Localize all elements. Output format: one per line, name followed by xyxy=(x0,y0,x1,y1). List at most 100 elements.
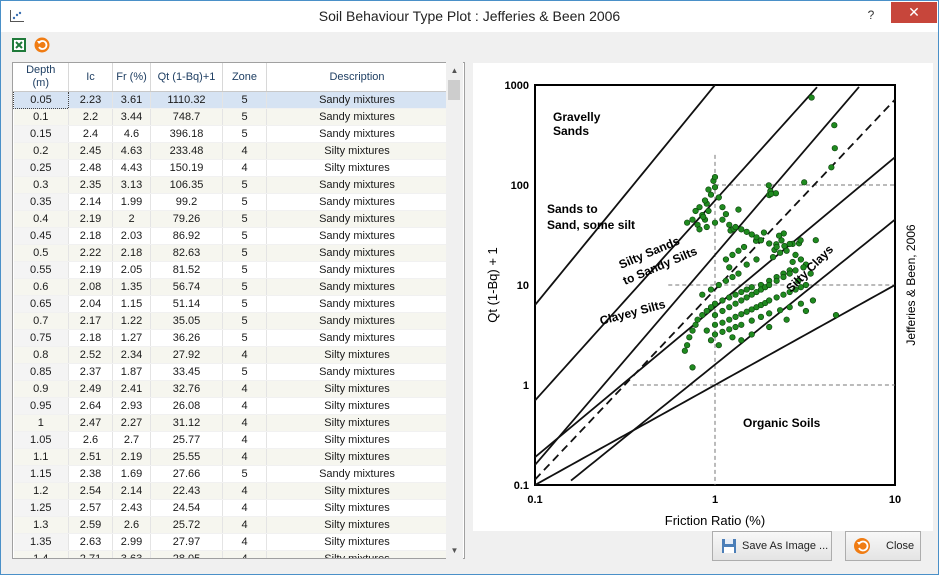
table-cell[interactable]: 2.04 xyxy=(68,295,113,313)
table-cell[interactable]: 5 xyxy=(222,176,267,194)
table-row[interactable]: 0.5 2.22 2.18 82.63 5 Sandy mixtures xyxy=(13,244,448,262)
table-cell[interactable]: 4 xyxy=(222,159,267,177)
table-cell[interactable]: 1 xyxy=(13,414,69,432)
table-cell[interactable]: 5 xyxy=(222,193,267,211)
table-cell[interactable]: Sandy mixtures xyxy=(266,176,448,194)
table-cell[interactable]: 1.22 xyxy=(112,312,151,330)
table-cell[interactable]: 0.35 xyxy=(13,193,69,211)
table-row[interactable]: 0.3 2.35 3.13 106.35 5 Sandy mixtures xyxy=(13,176,448,194)
table-cell[interactable]: 3.44 xyxy=(112,108,151,126)
table-cell[interactable]: 2.99 xyxy=(112,533,151,551)
table-cell[interactable]: 748.7 xyxy=(150,108,223,126)
table-cell[interactable]: 1.2 xyxy=(13,482,69,500)
table-cell[interactable]: 4.6 xyxy=(112,125,151,143)
table-cell[interactable]: Sandy mixtures xyxy=(266,244,448,262)
table-cell[interactable]: 5 xyxy=(222,261,267,279)
table-cell[interactable]: Sandy mixtures xyxy=(266,465,448,483)
table-cell[interactable]: 36.26 xyxy=(150,329,223,347)
data-grid[interactable]: Depth (m) Ic Fr (%) Qt (1-Bq)+1 Zone Descript… xyxy=(12,62,465,559)
table-cell[interactable]: 28.05 xyxy=(150,550,223,558)
table-cell[interactable]: 1.15 xyxy=(13,465,69,483)
table-cell[interactable]: 0.25 xyxy=(13,159,69,177)
table-cell[interactable]: Silty mixtures xyxy=(266,516,448,534)
table-cell[interactable]: 1.3 xyxy=(13,516,69,534)
table-cell[interactable]: Silty mixtures xyxy=(266,448,448,466)
table-cell[interactable]: 4 xyxy=(222,499,267,517)
table-cell[interactable]: 4 xyxy=(222,346,267,364)
table-cell[interactable]: Silty mixtures xyxy=(266,431,448,449)
column-header[interactable]: Zone xyxy=(222,63,267,92)
table-cell[interactable]: 3.61 xyxy=(112,91,151,109)
table-cell[interactable]: 31.12 xyxy=(150,414,223,432)
table-row[interactable]: 0.4 2.19 2 79.26 5 Sandy mixtures xyxy=(13,210,448,228)
table-cell[interactable]: Sandy mixtures xyxy=(266,210,448,228)
table-cell[interactable]: 1.4 xyxy=(13,550,69,558)
table-cell[interactable]: 2.45 xyxy=(68,142,113,160)
table-row[interactable]: 0.15 2.4 4.6 396.18 5 Sandy mixtures xyxy=(13,125,448,143)
scroll-up-icon[interactable]: ▲ xyxy=(450,66,459,75)
table-cell[interactable]: 2.19 xyxy=(112,448,151,466)
table-cell[interactable]: 0.95 xyxy=(13,397,69,415)
table-cell[interactable]: 5 xyxy=(222,329,267,347)
table-cell[interactable]: 4 xyxy=(222,550,267,558)
table-cell[interactable]: 0.3 xyxy=(13,176,69,194)
table-cell[interactable]: 4 xyxy=(222,533,267,551)
column-header[interactable]: Qt (1-Bq)+1 xyxy=(150,63,223,92)
table-cell[interactable]: 1.69 xyxy=(112,465,151,483)
table-cell[interactable]: Silty mixtures xyxy=(266,414,448,432)
table-cell[interactable]: Sandy mixtures xyxy=(266,261,448,279)
table-cell[interactable]: 2.71 xyxy=(68,550,113,558)
table-cell[interactable]: 2.6 xyxy=(112,516,151,534)
table-row[interactable]: 0.9 2.49 2.41 32.76 4 Silty mixtures xyxy=(13,380,448,398)
table-cell[interactable]: 0.2 xyxy=(13,142,69,160)
table-cell[interactable]: 5 xyxy=(222,91,267,109)
table-cell[interactable]: 1.35 xyxy=(13,533,69,551)
table-cell[interactable]: 35.05 xyxy=(150,312,223,330)
table-cell[interactable]: 2.19 xyxy=(68,210,113,228)
table-cell[interactable]: 2.22 xyxy=(68,244,113,262)
table-cell[interactable]: 2.17 xyxy=(68,312,113,330)
table-cell[interactable]: Sandy mixtures xyxy=(266,91,448,109)
table-cell[interactable]: 86.92 xyxy=(150,227,223,245)
table-cell[interactable]: Silty mixtures xyxy=(266,550,448,558)
vertical-scrollbar[interactable]: ▲ ▼ xyxy=(446,62,463,559)
table-cell[interactable]: 5 xyxy=(222,363,267,381)
table-cell[interactable]: 1110.32 xyxy=(150,91,223,109)
table-row[interactable]: 0.65 2.04 1.15 51.14 5 Sandy mixtures xyxy=(13,295,448,313)
table-cell[interactable]: 0.7 xyxy=(13,312,69,330)
table-cell[interactable]: 2.6 xyxy=(68,431,113,449)
table-cell[interactable]: 4 xyxy=(222,448,267,466)
table-cell[interactable]: 2.38 xyxy=(68,465,113,483)
table-cell[interactable]: 2.08 xyxy=(68,278,113,296)
table-cell[interactable]: 2 xyxy=(112,210,151,228)
column-header[interactable]: Fr (%) xyxy=(112,63,151,92)
table-cell[interactable]: 0.15 xyxy=(13,125,69,143)
table-row[interactable]: 0.1 2.2 3.44 748.7 5 Sandy mixtures xyxy=(13,108,448,126)
table-cell[interactable]: 2.54 xyxy=(68,482,113,500)
table-cell[interactable]: 233.48 xyxy=(150,142,223,160)
table-cell[interactable]: 0.8 xyxy=(13,346,69,364)
table-row[interactable]: 1.1 2.51 2.19 25.55 4 Silty mixtures xyxy=(13,448,448,466)
table-cell[interactable]: Sandy mixtures xyxy=(266,295,448,313)
table-cell[interactable]: 1.05 xyxy=(13,431,69,449)
table-cell[interactable]: 396.18 xyxy=(150,125,223,143)
table-cell[interactable]: Silty mixtures xyxy=(266,482,448,500)
table-cell[interactable]: 1.87 xyxy=(112,363,151,381)
table-cell[interactable]: Sandy mixtures xyxy=(266,108,448,126)
table-cell[interactable]: Silty mixtures xyxy=(266,380,448,398)
table-cell[interactable]: Sandy mixtures xyxy=(266,312,448,330)
table-cell[interactable]: 5 xyxy=(222,125,267,143)
table-cell[interactable]: 0.1 xyxy=(13,108,69,126)
table-cell[interactable]: 4 xyxy=(222,397,267,415)
table-row[interactable]: 0.95 2.64 2.93 26.08 4 Silty mixtures xyxy=(13,397,448,415)
table-cell[interactable]: 27.92 xyxy=(150,346,223,364)
table-cell[interactable]: 5 xyxy=(222,210,267,228)
table-row[interactable]: 0.2 2.45 4.63 233.48 4 Silty mixtures xyxy=(13,142,448,160)
table-cell[interactable]: 2.14 xyxy=(68,193,113,211)
table-row[interactable]: 1.4 2.71 3.63 28.05 4 Silty mixtures xyxy=(13,550,448,558)
table-cell[interactable]: 2.63 xyxy=(68,533,113,551)
table-cell[interactable]: 2.52 xyxy=(68,346,113,364)
table-cell[interactable]: 27.66 xyxy=(150,465,223,483)
excel-icon[interactable] xyxy=(11,37,27,53)
table-cell[interactable]: 2.34 xyxy=(112,346,151,364)
